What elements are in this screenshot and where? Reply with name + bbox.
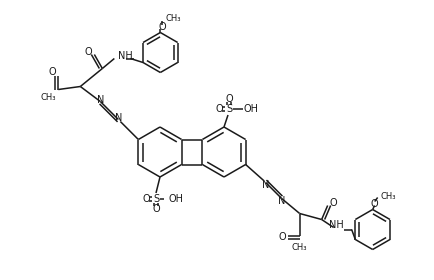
Text: CH₃: CH₃: [381, 192, 396, 201]
Text: N: N: [262, 179, 270, 190]
Text: S: S: [226, 104, 232, 114]
Text: O: O: [371, 199, 378, 209]
Text: N: N: [278, 195, 285, 206]
Text: N: N: [97, 95, 104, 104]
Text: CH₃: CH₃: [292, 243, 307, 252]
Text: O: O: [85, 46, 92, 57]
Text: S: S: [153, 194, 159, 204]
Text: OH: OH: [243, 104, 259, 114]
Text: CH₃: CH₃: [165, 14, 181, 23]
Text: O: O: [158, 22, 166, 32]
Text: O: O: [330, 197, 338, 207]
Text: O: O: [152, 204, 160, 214]
Text: O: O: [279, 232, 286, 241]
Text: O: O: [225, 94, 233, 104]
Text: O: O: [49, 67, 56, 76]
Text: O: O: [215, 104, 223, 114]
Text: O: O: [142, 194, 150, 204]
Text: OH: OH: [168, 194, 183, 204]
Text: NH: NH: [329, 220, 344, 230]
Text: CH₃: CH₃: [41, 93, 56, 102]
Text: NH: NH: [118, 50, 133, 60]
Text: N: N: [115, 113, 122, 123]
